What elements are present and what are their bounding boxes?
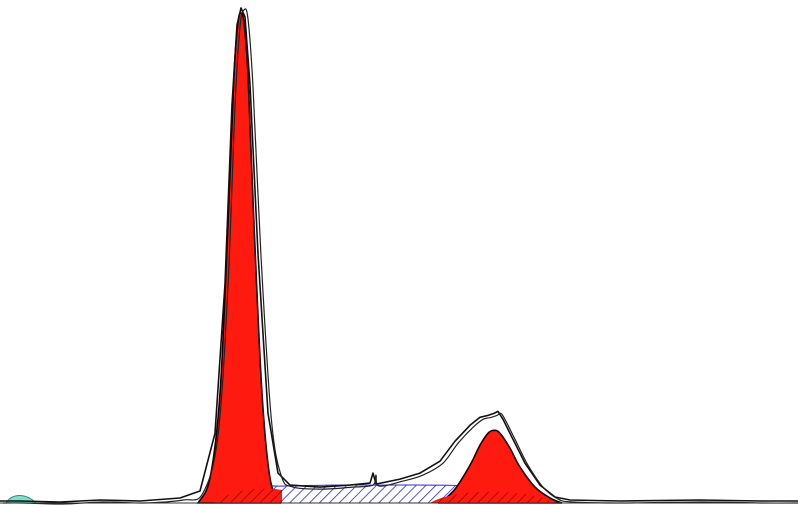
g2m-s-overlap (430, 491, 556, 503)
g1-s-overlap (214, 488, 282, 503)
peaks-layer (196, 12, 563, 504)
g1-peak-area (196, 12, 282, 504)
overlap-layer (214, 488, 556, 503)
raw-data-trace (0, 7, 798, 503)
fit-trace (2, 8, 798, 505)
trace-layer (0, 7, 798, 505)
g2m-peak-area (437, 429, 563, 504)
